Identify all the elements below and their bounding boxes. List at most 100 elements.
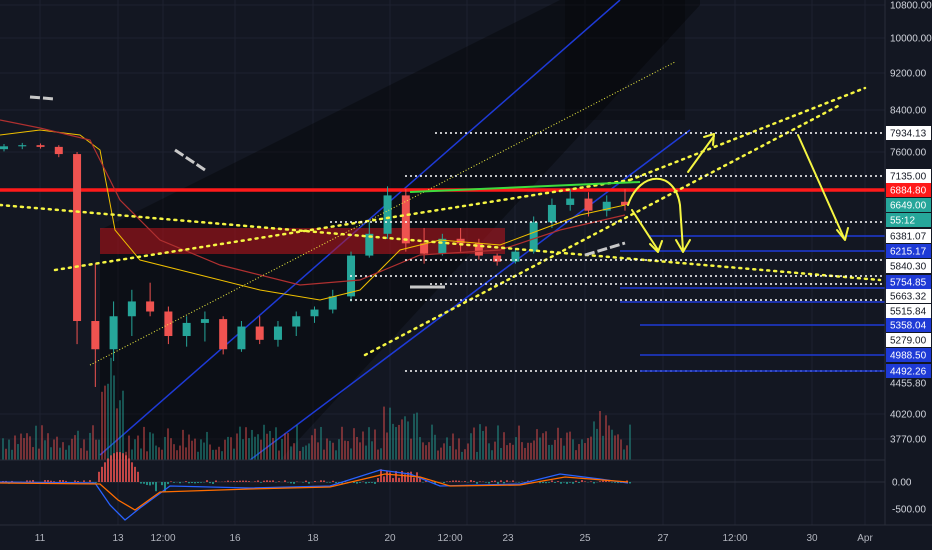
volume-bar xyxy=(488,443,490,460)
candle-body[interactable] xyxy=(511,251,520,262)
macd-histogram-bar xyxy=(155,482,157,492)
time-tick-label: 25 xyxy=(579,533,591,544)
volume-bar xyxy=(164,436,166,460)
candle-body[interactable] xyxy=(182,322,191,337)
candle-body[interactable] xyxy=(18,145,27,147)
candle-body[interactable] xyxy=(474,243,483,256)
macd-histogram-bar xyxy=(173,482,175,483)
volume-bar xyxy=(218,446,220,460)
price-label-box xyxy=(886,259,931,273)
macd-histogram-bar xyxy=(548,482,550,483)
macd-histogram-bar xyxy=(500,480,502,482)
volume-bar xyxy=(80,448,82,460)
macd-histogram-bar xyxy=(356,482,358,484)
volume-bar xyxy=(173,444,175,460)
volume-bar xyxy=(230,437,232,460)
candle-body[interactable] xyxy=(456,238,465,244)
macd-histogram-bar xyxy=(380,469,382,482)
volume-bar xyxy=(185,447,187,460)
volume-bar xyxy=(518,425,520,460)
volume-bar xyxy=(194,438,196,460)
volume-bar xyxy=(227,436,229,460)
macd-histogram-bar xyxy=(368,482,370,483)
candle-body[interactable] xyxy=(328,296,337,310)
volume-bar xyxy=(521,442,523,460)
candle-body[interactable] xyxy=(73,154,82,322)
volume-bar xyxy=(95,439,97,460)
time-axis[interactable]: 11 13 12:00 16 18 20 12:00 23 25 27 12:00 30 Apr xyxy=(0,524,932,550)
time-tick-label: 23 xyxy=(502,533,514,544)
macd-histogram-bar xyxy=(491,480,493,482)
candle-body[interactable] xyxy=(365,233,374,256)
candle-body[interactable] xyxy=(493,255,502,262)
macd-histogram-bar xyxy=(566,482,568,484)
candle-body[interactable] xyxy=(127,301,136,317)
candle-body[interactable] xyxy=(401,195,410,244)
volume-bar xyxy=(554,439,556,460)
macd-histogram-bar xyxy=(236,480,238,482)
volume-bar xyxy=(326,438,328,460)
volume-bar xyxy=(254,436,256,460)
candle-body[interactable] xyxy=(383,195,392,234)
candle-body[interactable] xyxy=(109,316,118,350)
volume-bar xyxy=(338,439,340,460)
candle-body[interactable] xyxy=(602,201,611,211)
candle-body[interactable] xyxy=(0,146,8,150)
macd-histogram-bar xyxy=(545,482,547,484)
channel-upper-line xyxy=(99,0,621,456)
candle-body[interactable] xyxy=(219,319,228,350)
price-label-527900: 5279.00 xyxy=(890,336,927,347)
trendline-dotted-falling xyxy=(0,203,882,282)
candle-body[interactable] xyxy=(54,146,63,155)
price-label-664900: 6649.00 xyxy=(890,201,927,212)
candle-body[interactable] xyxy=(438,238,447,254)
macd-histogram-bar xyxy=(74,480,76,482)
candles[interactable] xyxy=(0,119,629,387)
volume-bar xyxy=(485,426,487,460)
candle-body[interactable] xyxy=(566,198,575,205)
volume-bar xyxy=(296,425,298,460)
volume-bar xyxy=(161,449,163,460)
candle-body[interactable] xyxy=(36,145,45,147)
candle-body[interactable] xyxy=(164,311,173,337)
candle-body[interactable] xyxy=(273,326,282,340)
volume-bar xyxy=(20,433,22,460)
macd-histogram-bar xyxy=(95,482,97,483)
candle-body[interactable] xyxy=(91,321,100,350)
macd-histogram-bar xyxy=(602,480,604,482)
volume-bar xyxy=(392,423,394,460)
candle-body[interactable] xyxy=(292,316,301,327)
candle-body[interactable] xyxy=(310,309,319,317)
macd-histogram-bar xyxy=(197,482,199,483)
volume-bar xyxy=(11,449,13,460)
volume-bar xyxy=(26,433,28,460)
candle-body[interactable] xyxy=(237,326,246,350)
volume-bar xyxy=(272,437,274,460)
volume-bar xyxy=(461,451,463,460)
macd-histogram-bar xyxy=(629,482,631,484)
candle-body[interactable] xyxy=(146,301,155,312)
candle-body[interactable] xyxy=(621,201,629,205)
volume-bar xyxy=(614,435,616,460)
candle-body[interactable] xyxy=(420,243,429,254)
candle-body[interactable] xyxy=(547,204,556,223)
macd-histogram-bar xyxy=(506,480,508,482)
trendline-dotted-upper-ext xyxy=(628,86,867,182)
price-label-box xyxy=(886,213,931,227)
candle-body[interactable] xyxy=(529,222,538,252)
volume-bar xyxy=(176,450,178,460)
candle-body[interactable] xyxy=(584,198,593,211)
macd-histogram-bar xyxy=(554,482,556,483)
arrow-drop-head xyxy=(649,240,663,253)
volume-bar xyxy=(188,434,190,460)
price-tick-label: 10000.00 xyxy=(890,34,932,45)
volume-bar xyxy=(65,449,67,460)
volume-bar xyxy=(44,440,46,460)
volume-bar xyxy=(344,440,346,460)
macd-histogram-bar xyxy=(200,482,202,483)
candle-body[interactable] xyxy=(255,326,264,340)
price-axis[interactable]: 10800.00 10000.00 9200.00 8400.00 7600.00 445… xyxy=(884,0,932,525)
macd-histogram-bar xyxy=(110,455,112,482)
candle-body[interactable] xyxy=(200,319,209,323)
